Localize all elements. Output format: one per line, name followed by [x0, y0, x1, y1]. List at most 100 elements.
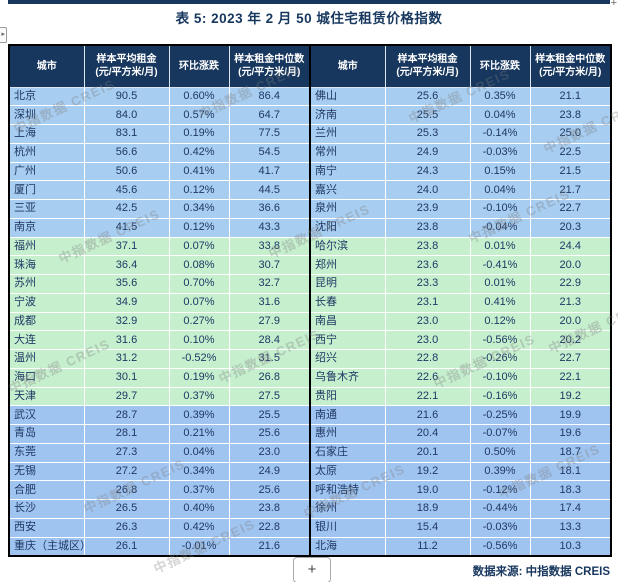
median-cell: 24.9 — [228, 461, 311, 482]
table-row: 东莞 27.3 0.04% 23.0 — [8, 442, 311, 463]
change-cell: -0.04% — [469, 217, 531, 238]
top-border-strip — [8, 0, 610, 4]
table-row: 嘉兴 24.0 0.04% 21.7 — [309, 180, 612, 200]
median-cell: 30.7 — [228, 255, 311, 275]
city-cell: 沈阳 — [309, 217, 386, 238]
rent-table-left: 城市 样本平均租金 (元/平方米/月) 环比涨跌 样本租金中位数 (元/平方米/月) … — [8, 44, 311, 557]
median-cell: 77.5 — [228, 124, 311, 144]
city-cell: 东莞 — [8, 442, 85, 463]
median-cell: 18.7 — [529, 442, 612, 463]
city-cell: 南宁 — [309, 161, 386, 182]
avg-rent-cell: 26.1 — [83, 536, 170, 557]
median-cell: 25.6 — [228, 424, 311, 444]
rent-table-right: 城市 样本平均租金 (元/平方米/月) 环比涨跌 样本租金中位数 (元/平方米/月) … — [309, 44, 612, 557]
table-row: 福州 37.1 0.07% 33.8 — [8, 236, 311, 257]
change-cell: -0.01% — [168, 536, 230, 557]
panel-handle-icon[interactable]: ▸ — [0, 27, 7, 43]
city-cell: 徐州 — [309, 499, 386, 519]
city-cell: 南京 — [8, 217, 85, 238]
median-cell: 19.9 — [529, 405, 612, 425]
median-cell: 22.7 — [529, 349, 612, 369]
median-cell: 13.3 — [529, 517, 612, 538]
median-cell: 21.7 — [529, 180, 612, 200]
city-cell: 银川 — [309, 517, 386, 538]
change-cell: -0.03% — [469, 517, 531, 538]
change-cell: 0.34% — [168, 199, 230, 219]
table-row: 苏州 35.6 0.70% 32.7 — [8, 274, 311, 294]
avg-rent-cell: 84.0 — [83, 105, 170, 125]
median-cell: 31.5 — [228, 349, 311, 369]
avg-rent-cell: 23.0 — [384, 311, 471, 332]
avg-rent-cell: 26.3 — [83, 517, 170, 538]
avg-rent-cell: 23.3 — [384, 274, 471, 294]
city-cell: 石家庄 — [309, 442, 386, 463]
avg-rent-cell: 36.4 — [83, 255, 170, 275]
table-row: 重庆（主城区） 26.1 -0.01% 21.6 — [8, 536, 311, 557]
change-cell: -0.14% — [469, 124, 531, 144]
city-cell: 绍兴 — [309, 349, 386, 369]
change-cell: 0.21% — [168, 424, 230, 444]
column-header: 样本租金中位数 (元/平方米/月) — [529, 44, 612, 88]
median-cell: 43.3 — [228, 217, 311, 238]
median-cell: 21.5 — [529, 161, 612, 182]
median-cell: 21.6 — [228, 536, 311, 557]
table-header: 城市 样本平均租金 (元/平方米/月) 环比涨跌 样本租金中位数 (元/平方米/月) — [309, 44, 612, 88]
change-cell: -0.41% — [469, 255, 531, 275]
change-cell: -0.10% — [469, 199, 531, 219]
avg-rent-cell: 20.4 — [384, 424, 471, 444]
median-cell: 26.8 — [228, 367, 311, 388]
avg-rent-cell: 11.2 — [384, 536, 471, 557]
city-cell: 长沙 — [8, 499, 85, 519]
city-cell: 西宁 — [309, 330, 386, 350]
change-cell: 0.07% — [168, 236, 230, 257]
table-row: 西安 26.3 0.42% 22.8 — [8, 517, 311, 538]
median-cell: 25.6 — [228, 480, 311, 500]
change-cell: 0.40% — [168, 499, 230, 519]
change-cell: -0.07% — [469, 424, 531, 444]
median-cell: 36.6 — [228, 199, 311, 219]
table-row: 石家庄 20.1 0.50% 18.7 — [309, 442, 612, 463]
avg-rent-cell: 41.5 — [83, 217, 170, 238]
median-cell: 21.3 — [529, 292, 612, 313]
change-cell: -0.56% — [469, 536, 531, 557]
city-cell: 济南 — [309, 105, 386, 125]
median-cell: 25.5 — [228, 405, 311, 425]
city-cell: 苏州 — [8, 274, 85, 294]
city-cell: 北海 — [309, 536, 386, 557]
avg-rent-cell: 32.9 — [83, 311, 170, 332]
change-cell: 0.01% — [469, 236, 531, 257]
avg-rent-cell: 56.6 — [83, 142, 170, 163]
avg-rent-cell: 25.3 — [384, 124, 471, 144]
city-cell: 南昌 — [309, 311, 386, 332]
avg-rent-cell: 18.9 — [384, 499, 471, 519]
column-header: 样本平均租金 (元/平方米/月) — [384, 44, 471, 88]
column-header: 城市 — [309, 44, 386, 88]
median-cell: 22.1 — [529, 367, 612, 388]
city-cell: 佛山 — [309, 86, 386, 107]
change-cell: 0.57% — [168, 105, 230, 125]
change-cell: 0.37% — [168, 386, 230, 407]
avg-rent-cell: 19.2 — [384, 461, 471, 482]
change-cell: -0.25% — [469, 405, 531, 425]
median-cell: 86.4 — [228, 86, 311, 107]
city-cell: 太原 — [309, 461, 386, 482]
change-cell: 0.39% — [168, 405, 230, 425]
change-cell: 0.37% — [168, 480, 230, 500]
avg-rent-cell: 23.0 — [384, 330, 471, 350]
median-cell: 28.4 — [228, 330, 311, 350]
table-row: 天津 29.7 0.37% 27.5 — [8, 386, 311, 407]
column-header: 环比涨跌 — [168, 44, 230, 88]
median-cell: 20.3 — [529, 217, 612, 238]
city-cell: 无锡 — [8, 461, 85, 482]
avg-rent-cell: 25.5 — [384, 105, 471, 125]
median-cell: 24.4 — [529, 236, 612, 257]
city-cell: 泉州 — [309, 199, 386, 219]
change-cell: -0.10% — [469, 367, 531, 388]
add-button[interactable]: + — [293, 557, 331, 582]
data-source-note: 数据来源: 中指数据 CREIS — [472, 566, 610, 578]
median-cell: 32.7 — [228, 274, 311, 294]
column-header: 环比涨跌 — [469, 44, 531, 88]
median-cell: 22.9 — [529, 274, 612, 294]
table-row: 太原 19.2 0.39% 18.1 — [309, 461, 612, 482]
change-cell: 0.41% — [469, 292, 531, 313]
